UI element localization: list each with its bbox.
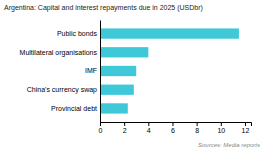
category-label: Provincial debt — [51, 105, 97, 112]
value-tick-label: 8 — [195, 127, 199, 134]
value-tick-mark — [100, 122, 101, 126]
value-axis-line — [101, 123, 252, 127]
category-tick: Public bonds — [57, 30, 100, 37]
chart-svg: Argentina: Capital and interest repaymen… — [0, 0, 263, 150]
category-label: Public bonds — [57, 30, 98, 37]
value-tick-label: 10 — [217, 127, 225, 134]
value-tick: 2 — [123, 122, 127, 134]
value-tick-label: 4 — [147, 127, 151, 134]
value-tick-mark — [221, 122, 222, 126]
value-axis: 0 2 4 6 8 10 12 — [99, 122, 252, 134]
value-tick: 0 — [99, 122, 103, 134]
value-tick-mark — [245, 122, 246, 126]
value-tick: 12 — [242, 122, 250, 134]
value-tick: 8 — [195, 122, 199, 134]
annotation: Sources: Media reports — [198, 142, 260, 148]
value-tick-mark — [197, 122, 198, 126]
bars — [100, 28, 239, 113]
category-axis: Provincial debt China's currency swap IMF M… — [20, 21, 101, 123]
chart-container: Argentina: Capital and interest repaymen… — [0, 0, 263, 150]
bar — [100, 103, 128, 113]
category-label: IMF — [85, 67, 97, 74]
category-axis-line — [100, 21, 101, 123]
bar — [100, 85, 134, 95]
bar — [100, 28, 239, 38]
value-tick-mark — [172, 122, 173, 126]
value-tick-label: 6 — [171, 127, 175, 134]
bar — [100, 66, 136, 76]
value-tick-label: 0 — [99, 127, 103, 134]
value-tick: 4 — [147, 122, 151, 134]
value-tick-label: 2 — [123, 127, 127, 134]
value-tick-mark — [124, 122, 125, 126]
category-tick: Provincial debt — [51, 105, 100, 112]
value-tick: 6 — [171, 122, 175, 134]
category-tick: Multilateral organisations — [20, 49, 100, 57]
value-tick: 10 — [217, 122, 225, 134]
category-label: Multilateral organisations — [20, 49, 98, 57]
category-label: China's currency swap — [27, 86, 97, 94]
value-tick-mark — [148, 122, 149, 126]
bar — [100, 47, 148, 57]
chart-title: Argentina: Capital and interest repaymen… — [4, 4, 203, 12]
category-tick: China's currency swap — [27, 86, 100, 94]
value-tick-label: 12 — [242, 127, 250, 134]
category-tick: IMF — [85, 67, 100, 74]
